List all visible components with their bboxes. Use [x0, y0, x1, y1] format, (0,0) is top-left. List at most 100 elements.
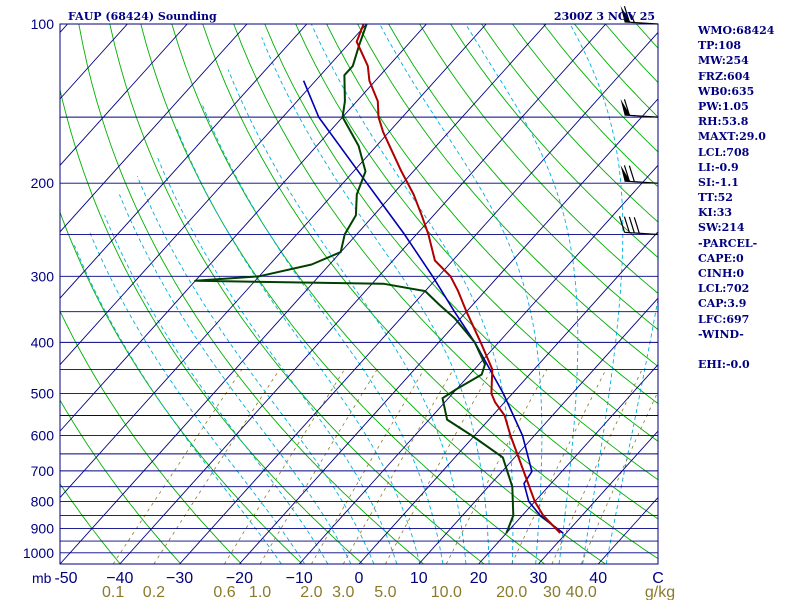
dry-adiabat [60, 310, 242, 564]
dry-adiabat [233, 24, 658, 520]
sounding-index: LCL:708 [698, 145, 750, 159]
mixing-ratio-tick-label: 5.0 [374, 584, 396, 600]
temperature-tick-label: 30 [530, 570, 548, 587]
dry-adiabat [264, 24, 658, 481]
isotherm [60, 24, 188, 167]
indices-spacer [698, 342, 774, 357]
sounding-index: PW:1.05 [698, 99, 749, 113]
temperature-tick-label: 10 [410, 570, 428, 587]
moist-adiabat [104, 215, 329, 564]
dry-adiabat [357, 24, 658, 367]
sounding-index: WMO:68424 [698, 24, 775, 37]
moist-adiabat [88, 230, 306, 564]
plot-frame [59, 23, 659, 565]
temperature-tick-label: −10 [286, 570, 313, 587]
wind-barb [620, 99, 659, 118]
mixing-ratio-tick-label: 20.0 [496, 584, 527, 600]
mixing-ratio-line [511, 369, 607, 564]
pressure-tick-label: 500 [31, 386, 55, 402]
pressure-unit-label: mb [32, 570, 52, 586]
pressure-tick-label: 600 [31, 427, 55, 443]
isotherm [60, 24, 68, 34]
dry-adiabat [295, 24, 658, 442]
mixing-ratio-tick-label: 3.0 [332, 584, 354, 600]
isotherm [60, 24, 547, 564]
moist-adiabat [136, 176, 375, 564]
moist-adiabat [118, 194, 352, 564]
temperature-trace [355, 24, 561, 534]
isotherm [60, 24, 427, 432]
temperature-tick-label: C [652, 570, 664, 587]
isotherm [179, 31, 658, 564]
dry-adiabat [109, 24, 485, 564]
wind-barb [620, 5, 659, 25]
sounding-index: TP:108 [698, 39, 742, 53]
moist-adiabat [569, 24, 624, 564]
isotherm [60, 24, 487, 499]
sounding-index: -WIND- [698, 327, 744, 341]
isotherm [60, 24, 248, 233]
sounding-index: TT:52 [698, 191, 733, 205]
dry-adiabat [388, 24, 658, 331]
dry-adiabat [140, 24, 545, 564]
pressure-tick-label: 400 [31, 334, 55, 350]
sounding-index: FRZ:604 [698, 69, 751, 83]
dry-adiabat [419, 24, 658, 294]
dewpoint-trace [194, 24, 515, 534]
sounding-index: EHI:-0.0 [698, 358, 750, 372]
moist-adiabat [227, 69, 467, 564]
mixing-ratio-line [551, 369, 643, 564]
moist-adiabat [465, 24, 579, 564]
sounding-index: LI:-0.9 [698, 160, 739, 174]
mixing-ratio-line [385, 369, 492, 564]
mixing-ratio-tick-label: 40.0 [566, 584, 597, 600]
isotherm [0, 24, 8, 564]
sounding-indices-list: WMO:68424 TP:108 MW:254 FRZ:604 WB0:635 PW:1.… [698, 23, 774, 372]
dry-adiabat [450, 24, 658, 259]
dry-adiabat [60, 210, 303, 564]
dry-adiabat [60, 482, 121, 564]
isotherm [358, 231, 658, 564]
sounding-index: LFC:697 [698, 312, 750, 326]
temperature-tick-label: −30 [166, 570, 193, 587]
parcel-trace [302, 80, 564, 534]
moist-adiabat [156, 156, 398, 564]
isotherm [478, 363, 658, 564]
sounding-index: LCL:702 [698, 282, 750, 296]
dry-adiabat [202, 24, 658, 560]
valid-time: 2300Z 3 NOV 25 [554, 10, 655, 23]
temperature-tick-label: 40 [589, 570, 607, 587]
pressure-tick-label: 100 [31, 16, 55, 32]
temperature-tick-label: 0 [355, 570, 364, 587]
temperature-tick-label: -50 [54, 570, 77, 587]
dry-adiabat [326, 24, 658, 405]
temperature-tick-label: −40 [106, 570, 133, 587]
sounding-index: -PARCEL- [698, 236, 758, 250]
mixing-ratio-line [342, 369, 454, 564]
mixing-ratio-tick-label: 0.2 [143, 584, 165, 600]
mixing-ratio-line [259, 369, 378, 564]
isotherm [239, 98, 658, 564]
moist-adiabat [73, 245, 282, 564]
moist-adiabat [201, 104, 444, 564]
sounding-index: WB0:635 [698, 84, 755, 98]
moist-adiabat [379, 24, 543, 564]
pressure-tick-label: 800 [31, 494, 55, 510]
mixing-ratio-tick-label: 2.0 [300, 584, 322, 600]
isotherm [298, 164, 658, 564]
pressure-tick-label: 900 [31, 521, 55, 537]
mixing-ratio-tick-label: 0.6 [213, 584, 235, 600]
isotherm [60, 24, 308, 299]
sounding-index: SI:-1.1 [698, 175, 739, 189]
pressure-tick-label: 200 [31, 175, 55, 191]
isotherm [538, 430, 658, 564]
dry-adiabat [60, 87, 364, 564]
dry-adiabat [60, 399, 182, 564]
moist-adiabat [605, 296, 658, 564]
pressure-tick-label: 700 [31, 463, 55, 479]
dry-adiabat [78, 24, 424, 564]
moist-adiabat [310, 24, 514, 564]
wind-barb [618, 216, 659, 236]
mixing-ratio-tick-label: 0.1 [102, 584, 124, 600]
